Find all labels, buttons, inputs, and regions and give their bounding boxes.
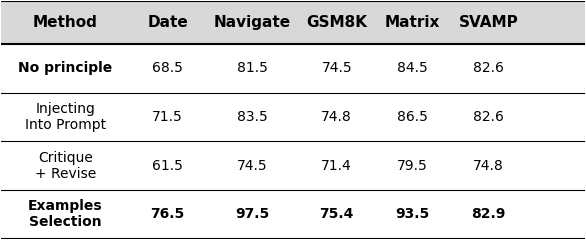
Text: 74.8: 74.8 (473, 159, 504, 173)
Text: Date: Date (147, 15, 188, 30)
Bar (1, 1, 585, 44)
Text: Navigate: Navigate (214, 15, 291, 30)
Text: GSM8K: GSM8K (306, 15, 367, 30)
Text: SVAMP: SVAMP (458, 15, 518, 30)
Text: Critique
+ Revise: Critique + Revise (35, 150, 96, 181)
Text: 74.8: 74.8 (321, 110, 352, 124)
Text: 74.5: 74.5 (322, 61, 352, 75)
Text: 81.5: 81.5 (237, 61, 268, 75)
Text: 79.5: 79.5 (397, 159, 428, 173)
Text: 83.5: 83.5 (237, 110, 268, 124)
Text: 74.5: 74.5 (237, 159, 267, 173)
Text: 82.6: 82.6 (473, 110, 504, 124)
Text: 76.5: 76.5 (151, 207, 185, 221)
Text: 75.4: 75.4 (319, 207, 354, 221)
Text: 97.5: 97.5 (235, 207, 270, 221)
Text: No principle: No principle (18, 61, 113, 75)
Text: 71.4: 71.4 (321, 159, 352, 173)
Text: Matrix: Matrix (385, 15, 440, 30)
Text: 61.5: 61.5 (152, 159, 183, 173)
Text: 93.5: 93.5 (396, 207, 430, 221)
Text: 71.5: 71.5 (152, 110, 183, 124)
Text: Injecting
Into Prompt: Injecting Into Prompt (25, 102, 106, 132)
Text: 86.5: 86.5 (397, 110, 428, 124)
Text: 82.9: 82.9 (471, 207, 506, 221)
Text: 84.5: 84.5 (397, 61, 428, 75)
Text: Method: Method (33, 15, 98, 30)
Text: 82.6: 82.6 (473, 61, 504, 75)
Text: Examples
Selection: Examples Selection (28, 199, 103, 229)
Text: 68.5: 68.5 (152, 61, 183, 75)
